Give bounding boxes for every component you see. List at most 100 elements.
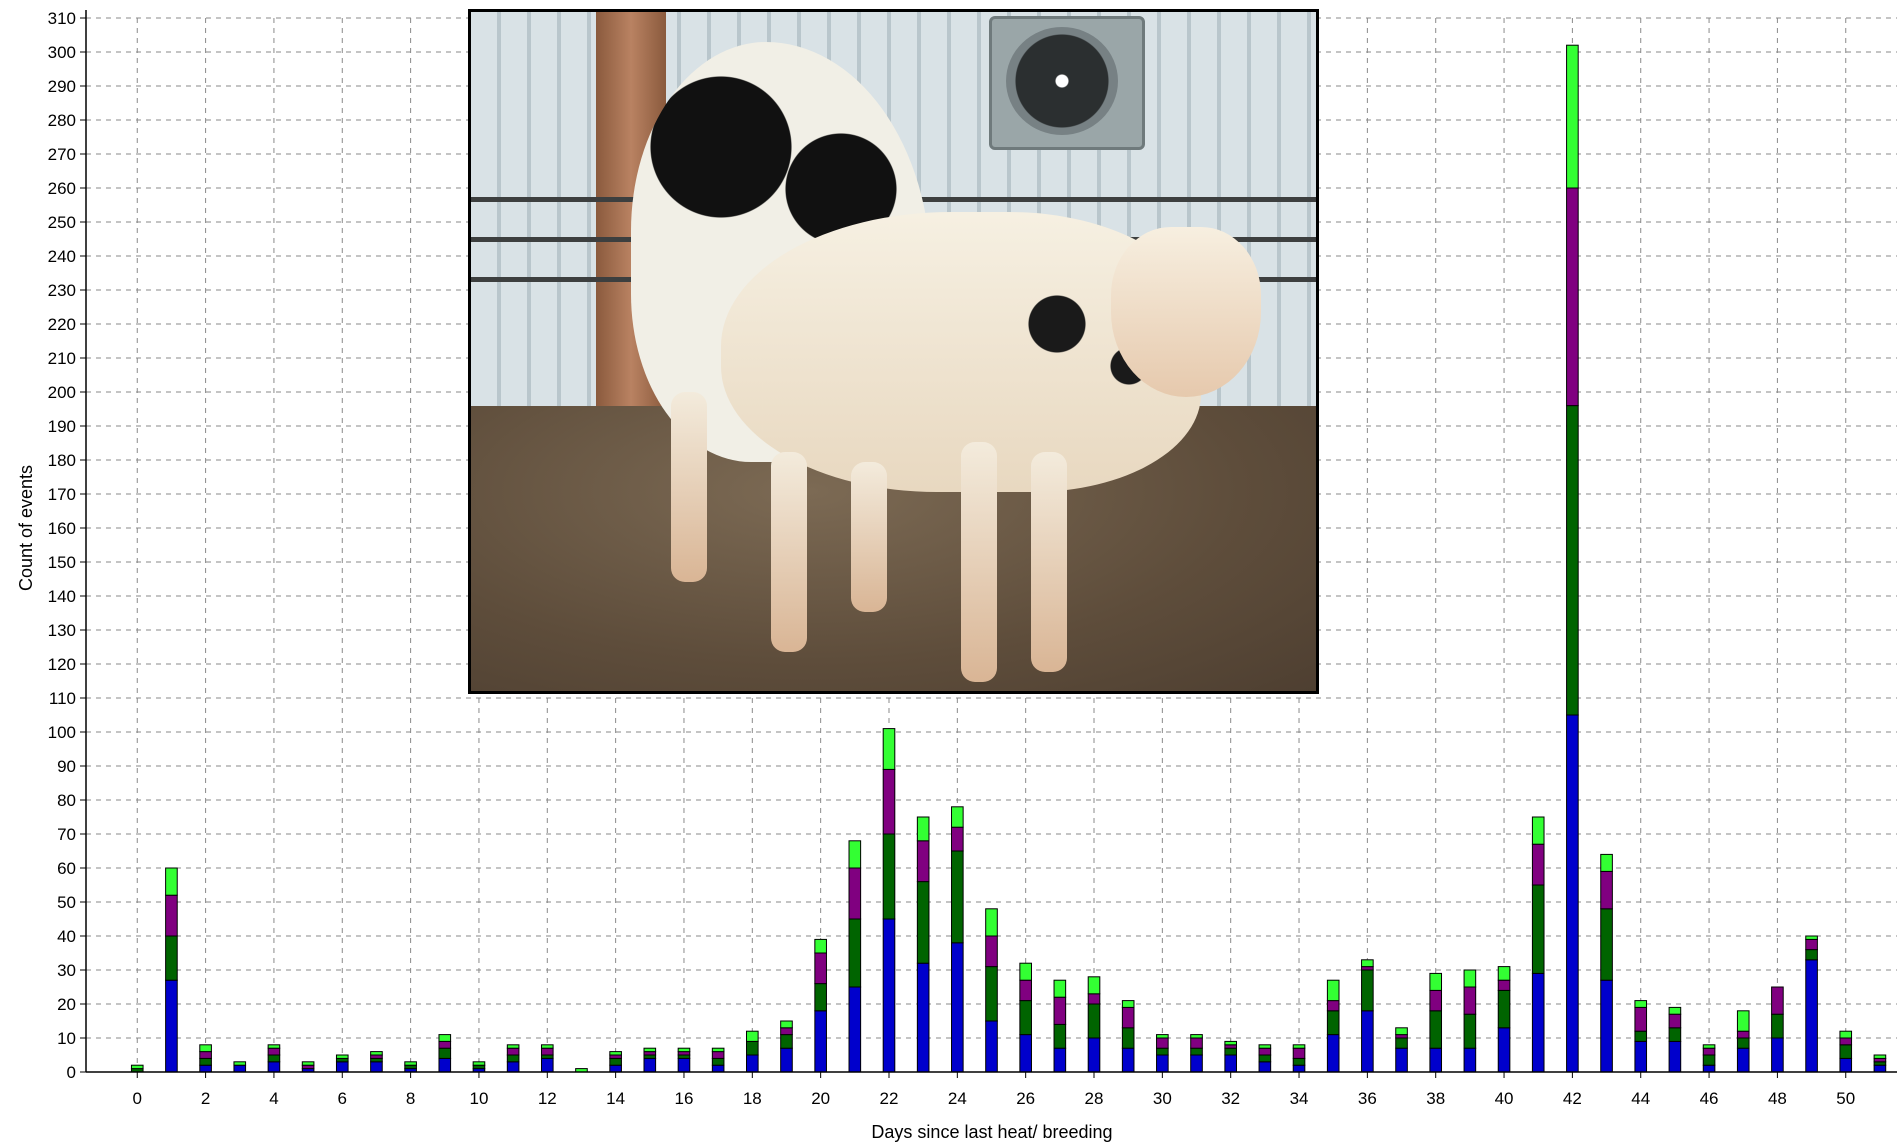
x-tick-label: 42: [1563, 1089, 1582, 1108]
bar-segment-series-1: [233, 1064, 247, 1073]
bar-segment-series-3: [301, 1064, 315, 1070]
bar-segment-series-2: [951, 850, 964, 944]
bar-segment-series-2: [335, 1057, 349, 1063]
grid-lines: [86, 17, 1897, 1073]
bar-segment-series-4: [643, 1047, 657, 1053]
x-tick-label: 38: [1426, 1089, 1445, 1108]
bar-segment-series-2: [540, 1054, 554, 1059]
bar-segment-series-4: [1258, 1044, 1272, 1049]
bar-segment-series-2: [1121, 1027, 1135, 1049]
bar-segment-series-3: [199, 1051, 212, 1059]
bar-segment-series-3: [1326, 1000, 1340, 1012]
bar-segment-series-1: [1873, 1064, 1887, 1073]
bar-segment-series-1: [1292, 1064, 1306, 1073]
bar-segment-series-1: [1053, 1047, 1067, 1073]
bar-segment-series-4: [335, 1054, 349, 1059]
bar-segment-series-2: [1805, 949, 1818, 961]
bar-segment-series-1: [985, 1020, 998, 1073]
bar-segment-series-1: [711, 1064, 725, 1073]
bar-segment-series-2: [1361, 969, 1374, 1012]
bar-segment-series-2: [1224, 1047, 1237, 1056]
y-tick-label: 140: [48, 587, 76, 606]
y-tick-label: 120: [48, 655, 76, 674]
x-tick-label: 48: [1768, 1089, 1787, 1108]
bar-segment-series-1: [1087, 1037, 1101, 1073]
bar-segment-series-4: [848, 840, 862, 869]
bar-segment-series-4: [746, 1030, 759, 1042]
bar-segment-series-1: [267, 1061, 281, 1073]
bar-segment-series-3: [1087, 993, 1101, 1005]
bar-segment-series-1: [916, 962, 930, 1073]
bar-segment-series-4: [1839, 1030, 1853, 1039]
bar-segment-series-4: [609, 1051, 622, 1056]
bar-segment-series-3: [1258, 1047, 1272, 1056]
bar-segment-series-4: [916, 816, 930, 842]
bar-segment-series-3: [780, 1027, 793, 1036]
bar-segment-series-1: [780, 1047, 793, 1073]
bar-segment-series-2: [985, 966, 998, 1022]
bar-segment-series-4: [711, 1047, 725, 1053]
bar-segment-series-3: [985, 935, 998, 968]
cow-leg: [771, 452, 807, 652]
y-tick-label: 230: [48, 281, 76, 300]
bar-segment-series-4: [1463, 969, 1477, 988]
y-tick-label: 100: [48, 723, 76, 742]
bar-segment-series-4: [301, 1061, 315, 1066]
bar-segment-series-4: [370, 1051, 383, 1056]
y-tick-label: 130: [48, 621, 76, 640]
bar-segment-series-2: [916, 881, 930, 964]
bar-segment-series-1: [1634, 1040, 1648, 1073]
bar-segment-series-4: [233, 1061, 247, 1066]
bar-segment-series-4: [1053, 979, 1067, 998]
y-tick-label: 50: [57, 893, 76, 912]
bar-segment-series-1: [370, 1061, 383, 1073]
y-tick-label: 310: [48, 9, 76, 28]
x-tick-label: 34: [1290, 1089, 1309, 1108]
y-tick-label: 150: [48, 553, 76, 572]
bar-segment-series-4: [1087, 976, 1101, 995]
bar-segment-series-3: [711, 1051, 725, 1059]
x-tick-label: 8: [406, 1089, 415, 1108]
bar-segment-series-3: [1361, 966, 1374, 971]
bar-segment-series-3: [540, 1047, 554, 1056]
bar-segment-series-1: [1463, 1047, 1477, 1073]
y-tick-label: 300: [48, 43, 76, 62]
bar-segment-series-2: [370, 1057, 383, 1063]
bar-segment-series-3: [1121, 1006, 1135, 1029]
bar-segment-series-3: [1190, 1037, 1203, 1049]
bar-segment-series-1: [1361, 1010, 1374, 1073]
bar-segment-series-4: [472, 1061, 486, 1066]
bar-segment-series-3: [848, 867, 862, 920]
bar-segment-series-4: [130, 1064, 144, 1070]
bar-segment-series-2: [677, 1054, 691, 1059]
bar-segment-series-4: [1190, 1034, 1203, 1039]
bar-segment-series-3: [1600, 870, 1613, 910]
x-tick-label: 4: [269, 1089, 278, 1108]
bar-segment-series-3: [1019, 979, 1032, 1002]
y-tick-label: 70: [57, 825, 76, 844]
x-tick-label: 24: [948, 1089, 967, 1108]
bar-segment-series-4: [1805, 935, 1818, 940]
y-tick-label: 40: [57, 927, 76, 946]
x-tick-label: 26: [1016, 1089, 1035, 1108]
bar-segment-series-2: [1736, 1037, 1750, 1049]
x-tick-label: 28: [1085, 1089, 1104, 1108]
bar-segment-series-2: [814, 983, 827, 1012]
x-tick-label: 10: [469, 1089, 488, 1108]
bar-segment-series-2: [882, 833, 896, 920]
x-tick-label: 44: [1631, 1089, 1650, 1108]
y-tick-label: 170: [48, 485, 76, 504]
bar-segment-series-3: [1634, 1006, 1648, 1032]
bar-segment-series-4: [540, 1044, 554, 1049]
y-tick-label: 160: [48, 519, 76, 538]
bar-segment-series-3: [370, 1054, 383, 1059]
bar-segment-series-2: [1258, 1054, 1272, 1063]
bar-segment-series-4: [1292, 1044, 1306, 1049]
y-tick-label: 30: [57, 961, 76, 980]
bar-segment-series-2: [1190, 1047, 1203, 1056]
bar-segment-series-1: [506, 1061, 520, 1073]
bar-segment-series-2: [1531, 884, 1545, 974]
bar-segment-series-2: [1668, 1027, 1682, 1042]
bar-segment-series-1: [335, 1061, 349, 1073]
